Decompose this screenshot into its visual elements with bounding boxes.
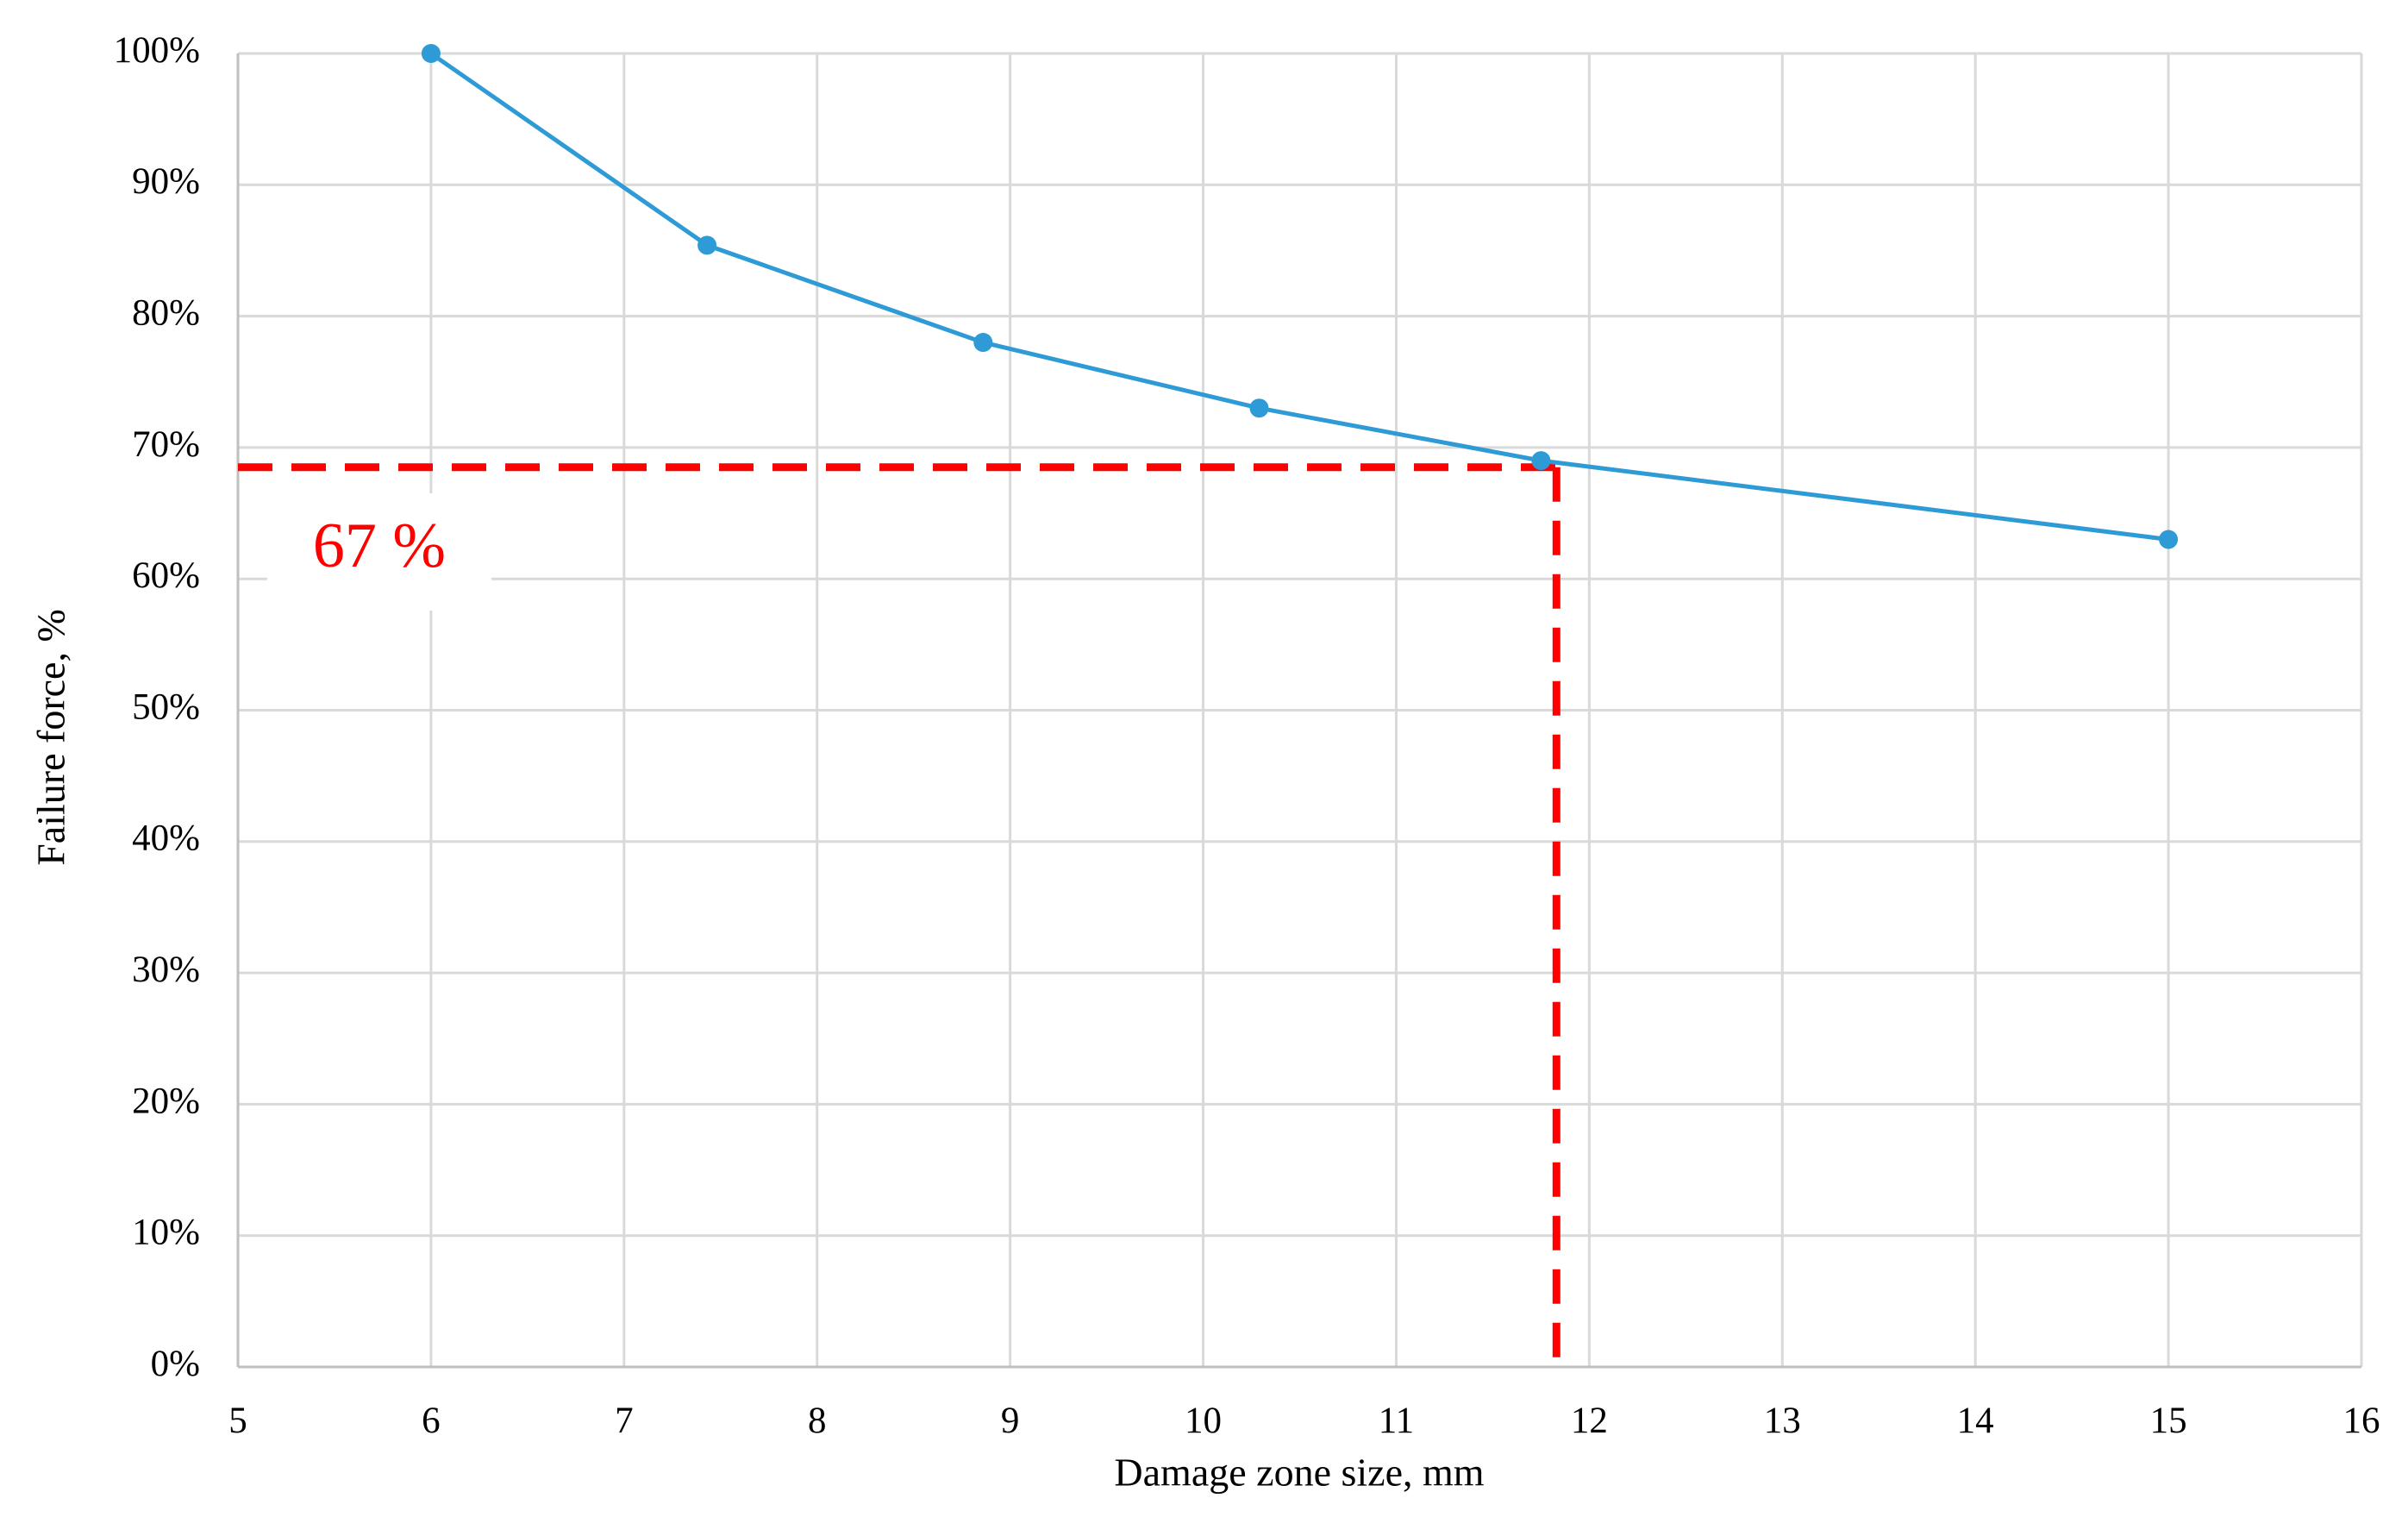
x-tick-label: 11 — [1379, 1401, 1414, 1441]
marker — [1249, 398, 1269, 418]
y-tick-label: 10% — [132, 1213, 200, 1253]
x-tick-label: 16 — [2343, 1401, 2380, 1441]
y-tick-label: 100% — [114, 30, 200, 71]
y-tick-label: 20% — [132, 1081, 200, 1121]
x-axis-title: Damage zone size, mm — [1114, 1451, 1484, 1495]
y-tick-label: 50% — [132, 686, 200, 727]
marker — [1531, 451, 1551, 471]
x-tick-label: 9 — [1001, 1401, 1020, 1441]
marker — [697, 235, 717, 255]
marker — [421, 44, 441, 63]
x-tick-label: 12 — [1571, 1401, 1608, 1441]
y-tick-label: 80% — [132, 292, 200, 333]
x-tick-label: 15 — [2150, 1401, 2187, 1441]
x-tick-label: 13 — [1764, 1401, 1801, 1441]
x-tick-label: 10 — [1185, 1401, 1222, 1441]
y-tick-label: 90% — [132, 161, 200, 202]
marker — [973, 333, 993, 353]
x-tick-label: 6 — [422, 1401, 441, 1441]
x-tick-label: 14 — [1957, 1401, 1994, 1441]
y-tick-label: 0% — [151, 1344, 200, 1384]
marker — [2159, 530, 2179, 549]
y-tick-label: 30% — [132, 950, 200, 990]
x-tick-label: 7 — [615, 1401, 634, 1441]
line — [429, 51, 2169, 542]
annotation-box — [267, 493, 491, 611]
y-axis-title: Failure force, % — [29, 609, 73, 866]
annotation: 67 % — [313, 511, 446, 581]
x-tick-label: 5 — [228, 1401, 247, 1441]
y-tick-label: 60% — [132, 555, 200, 596]
y-tick-label: 70% — [132, 424, 200, 465]
x-tick-label: 8 — [808, 1401, 827, 1441]
y-tick-label: 40% — [132, 818, 200, 859]
